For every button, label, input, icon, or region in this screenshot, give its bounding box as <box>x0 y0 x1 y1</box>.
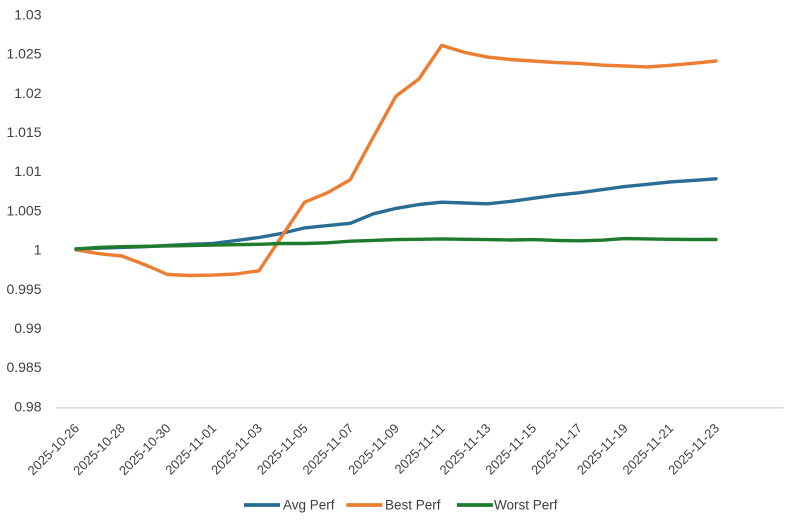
svg-text:1.015: 1.015 <box>6 124 41 140</box>
svg-text:1: 1 <box>34 242 42 258</box>
svg-text:0.985: 0.985 <box>6 359 41 375</box>
svg-text:1.025: 1.025 <box>6 46 41 62</box>
svg-text:1.02: 1.02 <box>14 85 41 101</box>
svg-text:1.005: 1.005 <box>6 202 41 218</box>
svg-text:Avg Perf: Avg Perf <box>283 498 335 513</box>
svg-text:1.01: 1.01 <box>14 163 41 179</box>
svg-text:Best Perf: Best Perf <box>385 498 441 513</box>
svg-text:1.03: 1.03 <box>14 6 41 22</box>
svg-text:0.99: 0.99 <box>14 320 41 336</box>
svg-text:0.98: 0.98 <box>14 398 41 414</box>
svg-text:Worst Perf: Worst Perf <box>494 498 558 513</box>
svg-text:0.995: 0.995 <box>6 281 41 297</box>
